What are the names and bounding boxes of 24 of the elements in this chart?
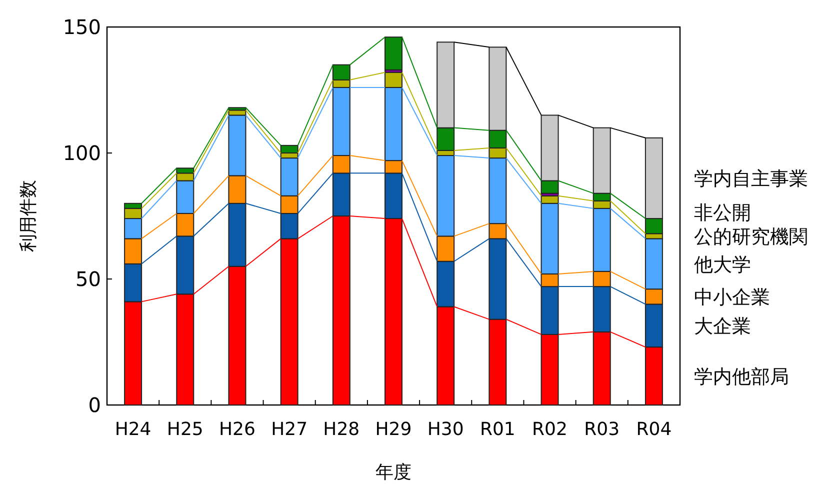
y-tick-label: 50 [76, 267, 101, 291]
x-tick-label: H27 [271, 419, 308, 440]
text: 学内自主事業 [694, 168, 808, 190]
y-axis-title: 利用件数 [18, 180, 39, 252]
x-tick-label: H25 [166, 419, 204, 440]
text: 他大学 [694, 254, 751, 276]
text: 非公開 [694, 202, 751, 224]
x-tick-label: R03 [584, 419, 620, 440]
x-axis-title: 年度 [376, 462, 412, 483]
y-tick-label: 100 [62, 141, 101, 165]
x-tick-label: R01 [480, 419, 516, 440]
y-tick-label: 150 [62, 15, 101, 39]
y-tick-label: 0 [88, 393, 101, 417]
x-tick-label: H30 [427, 419, 464, 440]
text: 大企業 [694, 316, 751, 338]
text: 学内他部局 [694, 366, 789, 388]
x-tick-label: H24 [114, 419, 152, 440]
x-tick-label: H28 [323, 419, 360, 440]
x-tick-label: R02 [532, 419, 568, 440]
x-tick-label: R04 [636, 419, 672, 440]
x-tick-label: H29 [375, 419, 412, 440]
x-tick-label: H26 [219, 419, 256, 440]
text: 公的研究機関 [694, 226, 808, 248]
text: 中小企業 [694, 286, 770, 309]
